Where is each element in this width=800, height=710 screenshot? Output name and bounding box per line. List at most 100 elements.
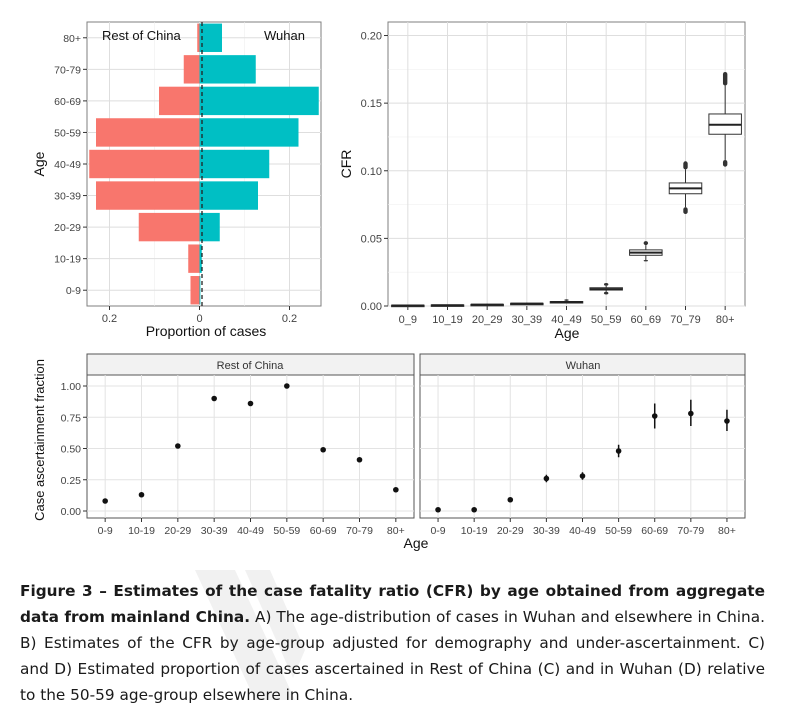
bar-rest-of-china-20-29 [138, 212, 200, 242]
bar-rest-of-china-60-69 [159, 86, 200, 116]
bar-rest-of-china-80+ [197, 23, 200, 52]
panel-c-ytick-label: 1.00 [61, 381, 82, 393]
box-outliers-60_69 [643, 260, 649, 262]
bar-wuhan-80+ [199, 23, 222, 52]
facet-left-title: Rest of China [217, 360, 285, 372]
point-rest-of-china-70-79 [356, 456, 363, 463]
bar-wuhan-10-19 [199, 244, 202, 273]
panel-a-y-axis-title: Age [31, 151, 47, 176]
panel-c-ytick-label: 0.00 [61, 506, 82, 518]
point-rest-of-china-40-49 [247, 400, 254, 407]
panel-a-ytick-label: 30-39 [54, 191, 81, 203]
point-wuhan-0-9 [435, 506, 441, 513]
box-outliers-70_79 [683, 161, 688, 170]
facet-xtick-label: 60-69 [641, 525, 668, 537]
facet-xtick-label: 20-29 [497, 525, 524, 537]
point-wuhan-70-79 [688, 410, 694, 417]
panel-a-xtick-label: 0.2 [282, 313, 297, 325]
panel-a-ytick-label: 70-79 [54, 64, 81, 76]
point-wuhan-50-59 [615, 448, 622, 454]
facet-xtick-label: 40-49 [237, 525, 264, 537]
facet-xtick-label: 20-29 [164, 525, 191, 537]
point-rest-of-china-80+ [393, 486, 399, 493]
panel-a-ytick-label: 60-69 [54, 96, 81, 108]
point-rest-of-china-10-19 [138, 491, 145, 498]
panel-a-ytick-label: 50-59 [54, 127, 81, 139]
bar-wuhan-70-79 [199, 55, 256, 84]
box-outliers-60_69 [643, 241, 649, 246]
watermark-logo [195, 570, 305, 700]
bar-rest-of-china-30-39 [96, 181, 200, 210]
panel-b-ytick-label: 0.10 [361, 166, 382, 178]
bar-rest-of-china-10-19 [188, 244, 200, 273]
panel-b-xtick-label: 60_69 [631, 314, 662, 326]
facet-xtick-label: 70-79 [677, 525, 704, 537]
bar-wuhan-30-39 [199, 181, 258, 210]
box-outliers-50_59 [603, 291, 609, 295]
panel-b-xtick-label: 70_79 [670, 314, 701, 326]
facet-xtick-label: 80+ [718, 525, 736, 537]
panel-c-ytick-label: 0.25 [61, 475, 82, 487]
bar-wuhan-50-59 [199, 118, 299, 147]
figure-caption: Figure 3 – Estimates of the case fatalit… [20, 578, 765, 708]
facet-xtick-label: 0-9 [430, 525, 445, 537]
point-rest-of-china-0-9 [102, 498, 108, 504]
facet-xtick-label: 70-79 [346, 525, 373, 537]
panel-b-xtick-label: 0_9 [399, 314, 417, 326]
facet-xtick-label: 40-49 [569, 525, 596, 537]
facet-xtick-label: 50-59 [273, 525, 300, 537]
point-wuhan-30-39 [543, 475, 550, 482]
facet-xtick-label: 10-19 [128, 525, 155, 537]
panel-b-ytick-label: 0.15 [361, 98, 382, 110]
point-rest-of-china-20-29 [175, 443, 181, 449]
facet-xtick-label: 30-39 [201, 525, 228, 537]
facet-xtick-label: 60-69 [310, 525, 337, 537]
panel-a-xtick-label: 0.2 [102, 313, 117, 325]
caption-text: A) The age-distribution of cases in Wuha… [20, 608, 765, 704]
point-wuhan-10-19 [471, 506, 477, 513]
bar-wuhan-0-9 [199, 276, 201, 305]
panel-b-xtick-label: 10_19 [432, 314, 463, 326]
panel-b-ytick-label: 0.20 [361, 31, 382, 43]
caption-bold: Figure 3 – Estimates of the case fatalit… [20, 582, 765, 626]
panel-b-ytick-label: 0.00 [361, 301, 382, 313]
panel-c: Rest of China Wuhan 0.00 0.25 0.50 0.75 1.00… [32, 353, 746, 551]
facet-xtick-label: 50-59 [605, 525, 632, 537]
panel-c-ytick-label: 0.75 [61, 412, 82, 424]
point-rest-of-china-30-39 [211, 395, 217, 402]
box-outliers-70_79 [683, 207, 688, 215]
panel-a-right-label: Wuhan [264, 28, 305, 43]
bar-rest-of-china-70-79 [183, 55, 200, 84]
panel-a-left-label: Rest of China [102, 28, 182, 43]
panel-b-x-axis-title: Age [555, 325, 580, 341]
bar-wuhan-40-49 [199, 149, 270, 179]
facet-xtick-label: 30-39 [533, 525, 560, 537]
panel-b-xtick-label: 20_29 [472, 314, 503, 326]
panel-b-xtick-label: 30_39 [512, 314, 543, 326]
facet-xtick-label: 0-9 [98, 525, 113, 537]
facet-right-title: Wuhan [566, 360, 601, 372]
panel-a-ytick-label: 80+ [63, 33, 81, 45]
bar-rest-of-china-50-59 [96, 118, 200, 147]
point-wuhan-40-49 [579, 473, 586, 479]
panel-a-ytick-label: 20-29 [54, 222, 81, 234]
point-rest-of-china-50-59 [284, 383, 290, 389]
point-rest-of-china-60-69 [320, 446, 326, 453]
panel-a-xtick-label: 0 [196, 313, 202, 325]
facet-xtick-label: 80+ [387, 525, 405, 537]
panel-c-y-axis-title: Case ascertainment fraction [32, 359, 47, 521]
panel-b: 0.00 0.05 0.10 0.15 0.20 0_9 10_19 20_29 30_39 4… [338, 21, 746, 341]
panel-a-ytick-label: 40-49 [54, 159, 81, 171]
panel-b-ytick-label: 0.05 [361, 233, 382, 245]
panel-b-xtick-label: 40_49 [551, 314, 582, 326]
box-outliers-50_59 [603, 283, 609, 286]
bar-wuhan-60-69 [199, 86, 319, 116]
box-outliers-40_49 [564, 299, 569, 301]
panel-b-xtick-label: 80+ [716, 314, 735, 326]
panel-a: Rest of China Wuhan 0-9 10-19 20-29 30-39 40… [31, 21, 322, 339]
panel-a-ytick-label: 0-9 [66, 285, 81, 297]
panel-c-x-axis-title: Age [404, 535, 429, 551]
point-wuhan-80+ [724, 418, 730, 424]
panel-a-x-axis-title: Proportion of cases [146, 323, 267, 339]
figure-3: Rest of China Wuhan 0-9 10-19 20-29 30-39 40… [31, 21, 746, 551]
